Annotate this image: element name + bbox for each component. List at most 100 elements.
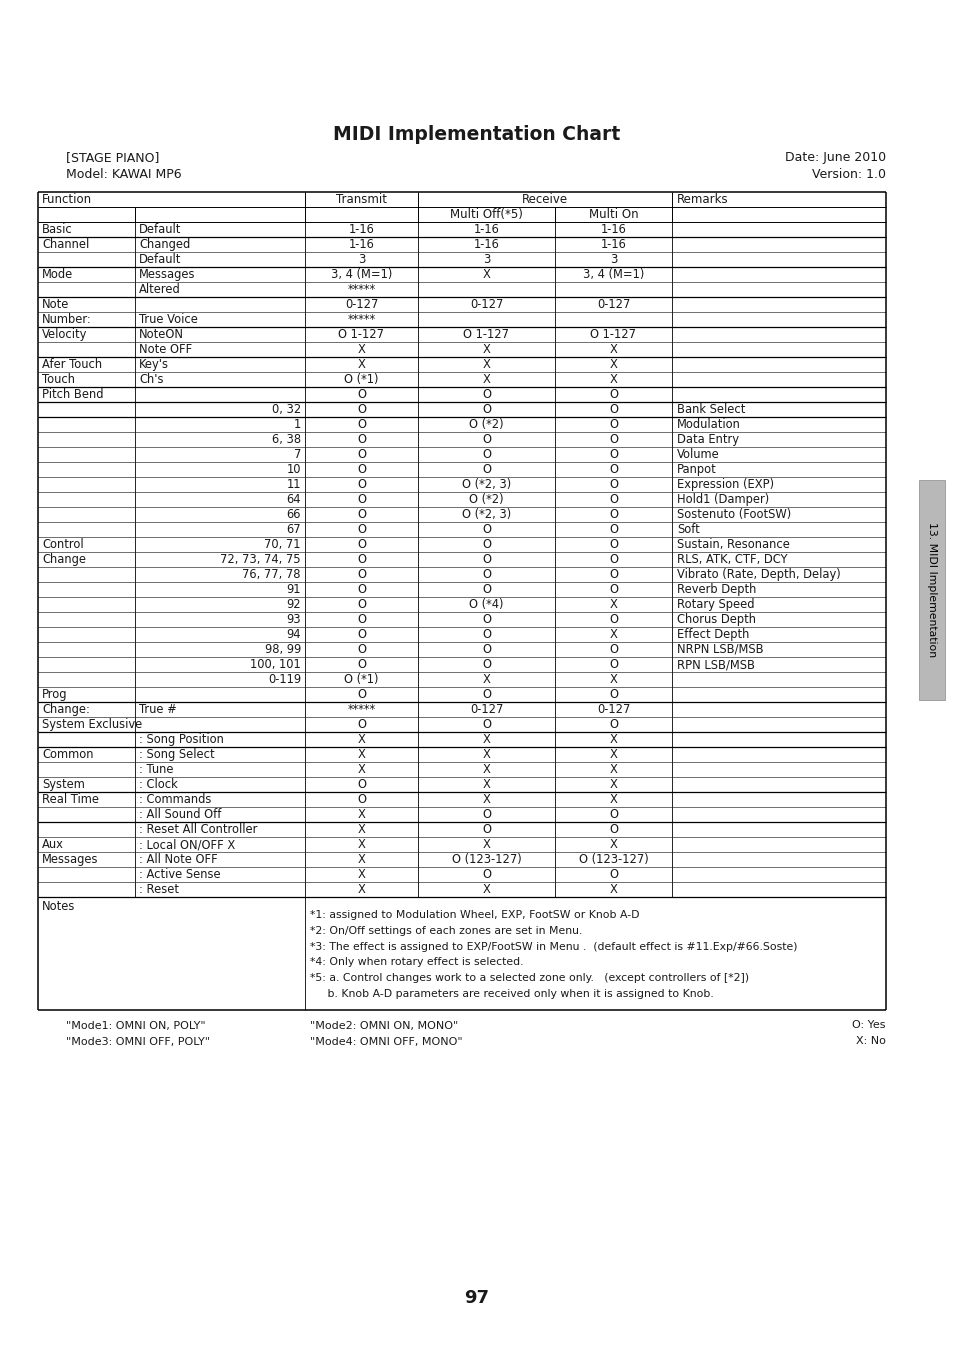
Text: X: X bbox=[357, 809, 365, 821]
Text: : Song Position: : Song Position bbox=[139, 733, 224, 747]
Text: O: O bbox=[356, 792, 366, 806]
Text: O: O bbox=[481, 824, 491, 836]
Text: O: O bbox=[481, 539, 491, 551]
Text: *1: assigned to Modulation Wheel, EXP, FootSW or Knob A-D: *1: assigned to Modulation Wheel, EXP, F… bbox=[310, 910, 639, 919]
Text: O: O bbox=[481, 463, 491, 477]
Text: X: X bbox=[357, 343, 365, 356]
Text: : All Note OFF: : All Note OFF bbox=[139, 853, 217, 865]
Text: Data Entry: Data Entry bbox=[677, 433, 739, 446]
Text: Sostenuto (FootSW): Sostenuto (FootSW) bbox=[677, 508, 790, 521]
Text: O: O bbox=[356, 493, 366, 506]
Text: Chorus Depth: Chorus Depth bbox=[677, 613, 755, 626]
Text: O: O bbox=[481, 568, 491, 580]
Text: O: O bbox=[608, 868, 618, 882]
Text: 1: 1 bbox=[294, 418, 301, 431]
Text: 1-16: 1-16 bbox=[600, 238, 626, 251]
Text: O: O bbox=[608, 539, 618, 551]
Text: 0-127: 0-127 bbox=[469, 298, 502, 311]
Text: Note: Note bbox=[42, 298, 70, 311]
Text: Prog: Prog bbox=[42, 688, 68, 701]
Text: O: O bbox=[608, 657, 618, 671]
Text: 3: 3 bbox=[609, 252, 617, 266]
Text: X: X bbox=[482, 373, 490, 386]
Text: X: X bbox=[609, 343, 617, 356]
Text: Control: Control bbox=[42, 539, 84, 551]
Text: Notes: Notes bbox=[42, 899, 75, 913]
Text: O: O bbox=[608, 643, 618, 656]
Text: X: X bbox=[357, 868, 365, 882]
Text: O: O bbox=[481, 613, 491, 626]
Text: X: X bbox=[609, 838, 617, 850]
Text: *****: ***** bbox=[347, 703, 375, 716]
Text: 67: 67 bbox=[286, 522, 301, 536]
Text: Panpot: Panpot bbox=[677, 463, 716, 477]
Text: O: O bbox=[608, 493, 618, 506]
Text: Expression (EXP): Expression (EXP) bbox=[677, 478, 773, 491]
Text: Change:: Change: bbox=[42, 703, 90, 716]
Text: System Exclusive: System Exclusive bbox=[42, 718, 142, 730]
Text: Channel: Channel bbox=[42, 238, 90, 251]
Text: 92: 92 bbox=[286, 598, 301, 612]
Text: O: O bbox=[481, 554, 491, 566]
Text: O: O bbox=[481, 809, 491, 821]
Text: O: O bbox=[356, 522, 366, 536]
Text: X: X bbox=[482, 343, 490, 356]
Text: O: O bbox=[356, 583, 366, 595]
Text: Touch: Touch bbox=[42, 373, 75, 386]
Text: O: O bbox=[481, 657, 491, 671]
Text: O (*2): O (*2) bbox=[469, 418, 503, 431]
Text: NoteON: NoteON bbox=[139, 328, 184, 342]
Text: O 1-127: O 1-127 bbox=[338, 328, 384, 342]
Text: Change: Change bbox=[42, 554, 86, 566]
Text: O (*4): O (*4) bbox=[469, 598, 503, 612]
Text: 1-16: 1-16 bbox=[348, 238, 374, 251]
Text: O: O bbox=[608, 824, 618, 836]
Text: X: X bbox=[357, 883, 365, 896]
Text: O: O bbox=[356, 718, 366, 730]
Text: Remarks: Remarks bbox=[677, 193, 728, 207]
Text: O: Yes: O: Yes bbox=[852, 1021, 885, 1030]
Text: O: O bbox=[608, 433, 618, 446]
Text: 3, 4 (M=1): 3, 4 (M=1) bbox=[331, 269, 392, 281]
Text: X: X bbox=[357, 733, 365, 747]
Text: Modulation: Modulation bbox=[677, 418, 740, 431]
Text: 1-16: 1-16 bbox=[348, 223, 374, 236]
Text: Vibrato (Rate, Depth, Delay): Vibrato (Rate, Depth, Delay) bbox=[677, 568, 840, 580]
Text: System: System bbox=[42, 778, 85, 791]
Text: 0-127: 0-127 bbox=[344, 298, 377, 311]
Text: X: X bbox=[609, 733, 617, 747]
Text: X: X bbox=[609, 883, 617, 896]
Text: Key's: Key's bbox=[139, 358, 169, 371]
Text: Sustain, Resonance: Sustain, Resonance bbox=[677, 539, 789, 551]
Text: O: O bbox=[481, 404, 491, 416]
Text: O (*2, 3): O (*2, 3) bbox=[461, 508, 511, 521]
Text: O: O bbox=[481, 643, 491, 656]
Text: Afer Touch: Afer Touch bbox=[42, 358, 102, 371]
Text: X: X bbox=[357, 358, 365, 371]
Text: O 1-127: O 1-127 bbox=[463, 328, 509, 342]
Text: Transmit: Transmit bbox=[335, 193, 387, 207]
Text: 0-127: 0-127 bbox=[597, 703, 630, 716]
Text: O: O bbox=[356, 643, 366, 656]
Text: O: O bbox=[356, 448, 366, 460]
Text: Bank Select: Bank Select bbox=[677, 404, 744, 416]
Text: Effect Depth: Effect Depth bbox=[677, 628, 749, 641]
Text: 6, 38: 6, 38 bbox=[272, 433, 301, 446]
Text: O: O bbox=[481, 387, 491, 401]
Text: O: O bbox=[356, 433, 366, 446]
Text: Default: Default bbox=[139, 223, 181, 236]
Text: 11: 11 bbox=[286, 478, 301, 491]
Text: 70, 71: 70, 71 bbox=[264, 539, 301, 551]
Bar bbox=[918, 481, 944, 701]
Text: O: O bbox=[481, 433, 491, 446]
Text: O: O bbox=[608, 448, 618, 460]
Text: O: O bbox=[481, 688, 491, 701]
Text: Number:: Number: bbox=[42, 313, 91, 325]
Text: Changed: Changed bbox=[139, 238, 190, 251]
Text: 97: 97 bbox=[464, 1289, 489, 1307]
Text: 0-127: 0-127 bbox=[597, 298, 630, 311]
Text: "Mode2: OMNI ON, MONO": "Mode2: OMNI ON, MONO" bbox=[310, 1021, 457, 1030]
Text: O: O bbox=[356, 387, 366, 401]
Text: X: X bbox=[482, 733, 490, 747]
Text: O: O bbox=[608, 583, 618, 595]
